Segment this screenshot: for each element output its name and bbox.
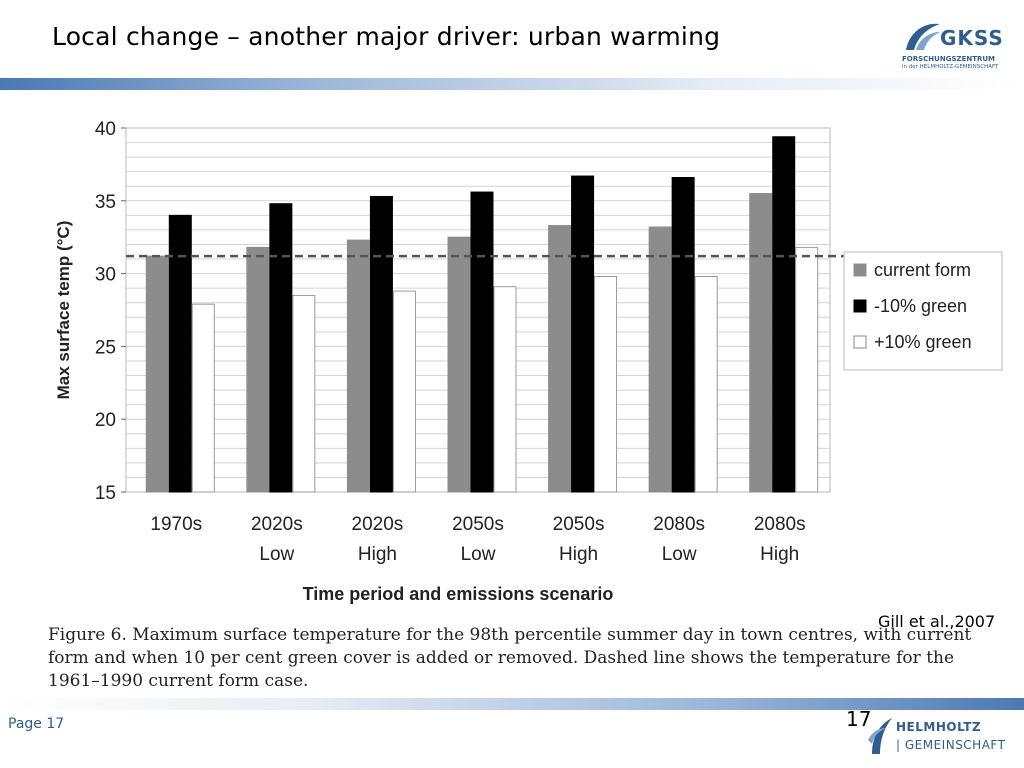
- bar: [447, 236, 471, 493]
- bar: [548, 225, 572, 493]
- legend-swatch: [853, 299, 867, 313]
- y-tick-label: 30: [95, 265, 116, 286]
- y-tick-label: 40: [95, 119, 116, 140]
- bar: [269, 203, 293, 493]
- x-tick-label: High: [358, 544, 397, 565]
- bar: [772, 136, 796, 493]
- bar: [292, 294, 316, 493]
- bar: [648, 226, 672, 493]
- x-tick-label: High: [559, 544, 598, 565]
- x-tick-label: Low: [461, 544, 496, 565]
- x-tick-label: Low: [259, 544, 294, 565]
- header-band: [0, 78, 1024, 90]
- helmholtz-leaf-icon: [868, 718, 892, 754]
- legend-label: +10% green: [874, 332, 972, 352]
- bar: [571, 175, 595, 493]
- bar: [168, 214, 192, 493]
- legend-swatch: [853, 335, 867, 349]
- y-tick-label: 20: [95, 410, 116, 431]
- bar: [671, 177, 695, 493]
- x-tick-label: 2080s: [754, 514, 806, 535]
- figure-caption: Figure 6. Maximum surface temperature fo…: [48, 625, 972, 691]
- y-tick-label: 25: [95, 337, 116, 358]
- bar: [470, 191, 494, 493]
- footer-band: [0, 698, 1024, 710]
- x-axis-label: Time period and emissions scenario: [303, 584, 614, 604]
- bar: [594, 276, 618, 493]
- page-label: Page 17: [8, 716, 65, 732]
- x-tick-label: 2050s: [553, 514, 605, 535]
- bar: [191, 303, 215, 493]
- bar: [369, 195, 393, 493]
- x-tick-label: High: [760, 544, 799, 565]
- gkss-logo-line2: in der HELMHOLTZ-GEMEINSCHAFT: [902, 64, 999, 70]
- citation: Gill et al.,2007: [878, 612, 996, 631]
- gkss-logo-word: GKSS: [940, 26, 1004, 50]
- y-tick-label: 15: [95, 483, 116, 504]
- y-tick-label: 35: [95, 192, 116, 213]
- y-axis-label: Max surface temp (°C): [54, 221, 73, 400]
- x-tick-label: Low: [662, 544, 697, 565]
- legend-box: [843, 251, 1003, 371]
- x-tick-label: 1970s: [150, 514, 202, 535]
- bar: [694, 276, 718, 493]
- helmholtz-logo: HELMHOLTZ | GEMEINSCHAFT: [866, 708, 1016, 764]
- legend-label: current form: [874, 260, 971, 280]
- bar: [392, 290, 416, 493]
- legend-swatch: [853, 263, 867, 277]
- legend-label: -10% green: [874, 296, 967, 316]
- gkss-swirl-icon: [906, 23, 940, 50]
- helmholtz-logo-line2: | GEMEINSCHAFT: [896, 738, 1006, 752]
- gkss-logo-line1: FORSCHUNGSZENTRUM: [902, 55, 996, 63]
- bar: [346, 239, 370, 493]
- x-tick-label: 2020s: [251, 514, 303, 535]
- x-tick-label: 2050s: [452, 514, 504, 535]
- temperature-bar-chart: 15 20 25 30 35 40 Max surface temp (°C) 1970s 20…: [54, 119, 1003, 604]
- x-tick-label: 2080s: [653, 514, 705, 535]
- page-number: 17: [846, 707, 872, 731]
- gkss-logo: GKSS FORSCHUNGSZENTRUM in der HELMHOLTZ-…: [900, 12, 1012, 74]
- x-tick-label: 2020s: [352, 514, 404, 535]
- bar: [246, 246, 270, 493]
- bar: [795, 246, 819, 493]
- helmholtz-logo-line1: HELMHOLTZ: [896, 720, 982, 734]
- bar: [145, 255, 169, 493]
- slide-title: Local change – another major driver: urb…: [52, 22, 721, 51]
- bar: [493, 286, 517, 493]
- bar: [749, 193, 773, 493]
